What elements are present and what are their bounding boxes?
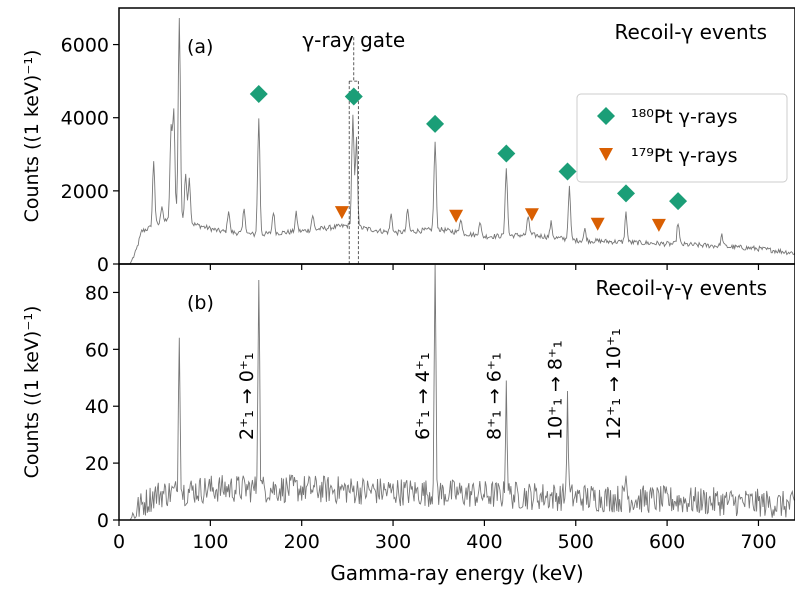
x-tick-label: 300 <box>375 531 411 553</box>
y-tick-label: 20 <box>85 453 109 475</box>
legend-diamond-icon <box>597 107 615 125</box>
x-tick-label: 0 <box>113 531 125 553</box>
gate-label: γ-ray gate <box>302 28 405 52</box>
y-tick-label: 6000 <box>61 35 109 57</box>
panel-label: (b) <box>187 292 214 314</box>
legend-box <box>576 93 788 183</box>
x-tick-label: 200 <box>284 531 320 553</box>
panel-b-recoil-gamma-gamma: 0 20 40 60 80 0 100 200 300 400 500 600 700 Counts ((… <box>21 263 795 553</box>
x-axis-label: Gamma-ray energy (keV) <box>330 561 583 585</box>
pt180-diamond-marker <box>249 84 268 103</box>
pt180-diamond-marker <box>344 87 363 106</box>
pt179-triangle-marker <box>524 208 539 222</box>
panel-label: (a) <box>187 36 213 58</box>
y-tick-label: 80 <box>85 282 109 304</box>
x-tick-label: 700 <box>740 531 776 553</box>
transition-label: 2⁺₁ → 0⁺₁ <box>236 353 258 440</box>
x-tick-label: 600 <box>649 531 685 553</box>
transition-label: 10⁺₁ → 8⁺₁ <box>545 340 567 440</box>
spectrum-trace <box>119 17 795 265</box>
pt179-triangle-marker <box>590 217 605 231</box>
pt180-diamond-marker <box>497 144 516 163</box>
y-tick-label: 2000 <box>61 181 109 203</box>
panel-title: Recoil-γ-γ events <box>596 276 768 300</box>
transition-label: 6⁺₁ → 4⁺₁ <box>412 353 434 440</box>
pt180-diamond-marker <box>558 162 577 181</box>
y-tick-label: 4000 <box>61 108 109 130</box>
y-tick-label: 60 <box>85 339 109 361</box>
x-tick-label: 100 <box>192 531 228 553</box>
pt180-diamond-marker <box>669 192 688 211</box>
legend-triangle-icon <box>599 148 613 161</box>
spectrum-trace <box>119 263 795 521</box>
y-tick-label: 40 <box>85 396 109 418</box>
transition-label: 12⁺₁ → 10⁺₁ <box>603 328 625 440</box>
legend-label-pt179: ¹⁷⁹Pt γ-rays <box>631 145 738 167</box>
pt179-triangle-marker <box>449 209 464 223</box>
pt179-triangle-marker <box>651 218 666 232</box>
axes-frame <box>118 263 795 521</box>
y-axis-label: Counts ((1 keV)⁻¹) <box>21 50 43 223</box>
panel-a-recoil-gamma: 0 2000 4000 6000 Counts ((1 keV)⁻¹) (a) Recoil… <box>21 7 795 276</box>
y-axis-label: Counts ((1 keV)⁻¹) <box>21 306 43 479</box>
panel-title: Recoil-γ events <box>615 20 767 44</box>
transition-label: 8⁺₁ → 6⁺₁ <box>483 353 505 440</box>
pt180-diamond-marker <box>426 114 445 133</box>
x-tick-label: 500 <box>558 531 594 553</box>
legend-label-pt180: ¹⁸⁰Pt γ-rays <box>631 106 738 128</box>
legend: ¹⁸⁰Pt γ-rays ¹⁷⁹Pt γ-rays <box>576 93 788 183</box>
pt179-triangle-marker <box>334 206 349 220</box>
y-tick-label: 0 <box>97 254 109 276</box>
y-tick-label: 0 <box>97 510 109 532</box>
x-tick-label: 400 <box>466 531 502 553</box>
pt180-diamond-marker <box>617 184 635 203</box>
